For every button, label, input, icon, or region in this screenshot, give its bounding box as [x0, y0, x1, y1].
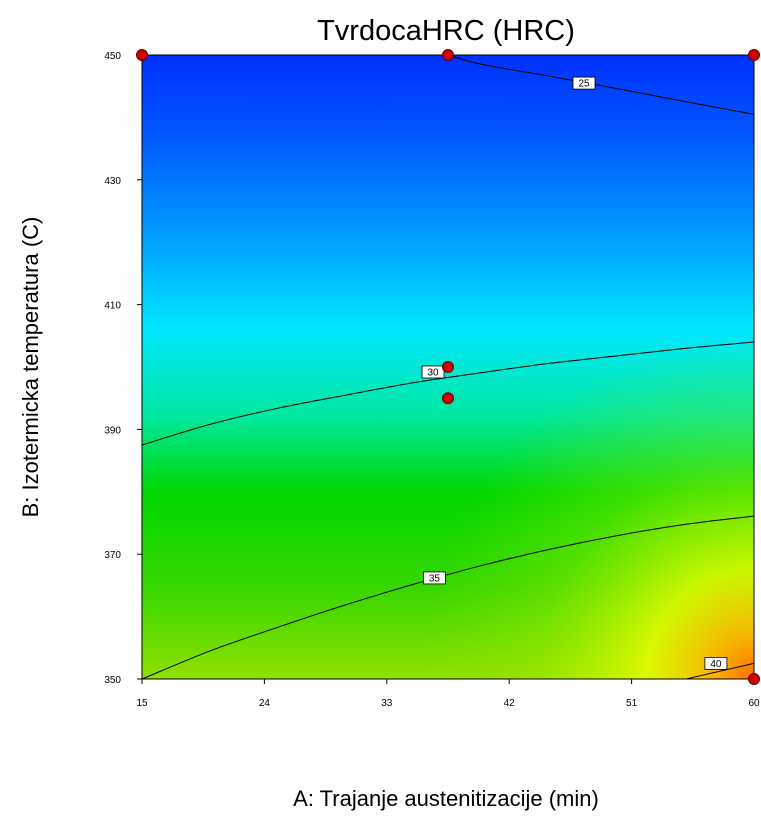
x-tick-label: 24	[259, 698, 271, 709]
design-point	[442, 361, 454, 373]
design-point	[136, 49, 148, 61]
y-tick-label: 430	[104, 176, 121, 187]
design-point	[442, 49, 454, 61]
design-point	[748, 673, 760, 685]
contour-label-35: 35	[429, 573, 441, 584]
contour-label-25: 25	[578, 79, 590, 90]
y-tick-label: 410	[104, 301, 121, 312]
contour-line-35	[142, 515, 754, 679]
x-axis-title: A: Trajanje austenitizacije (min)	[293, 786, 599, 811]
contour-line-30	[142, 341, 754, 446]
x-tick-label: 60	[748, 698, 760, 709]
x-tick-label: 15	[136, 698, 148, 709]
x-tick-label: 33	[381, 698, 393, 709]
contour-label-30: 30	[427, 367, 439, 378]
design-points	[136, 49, 760, 685]
contour-label-box-35	[422, 571, 446, 585]
contour-line-40	[685, 662, 754, 679]
y-axis-ticks: 350 370 390 410 430 450	[104, 51, 142, 686]
design-point	[442, 392, 454, 405]
x-tick-label: 42	[504, 698, 516, 709]
contour-label-box-30	[421, 365, 445, 379]
design-point	[748, 49, 760, 61]
contour-labels: 25 30 35 40	[421, 76, 728, 670]
y-tick-label: 390	[104, 425, 121, 436]
chart-title: TvrdocaHRC (HRC)	[317, 15, 575, 47]
contour-label-box-40	[704, 657, 728, 670]
y-tick-label: 370	[104, 550, 121, 561]
contour-label-40: 40	[710, 659, 722, 670]
y-tick-label: 350	[104, 675, 121, 686]
contour-label-box-25	[572, 76, 596, 90]
y-axis-title: B: Izotermicka temperatura (C)	[18, 217, 43, 518]
y-tick-label: 450	[104, 51, 121, 62]
x-axis-ticks: 15 24 33 42 51 60	[136, 679, 760, 709]
x-tick-label: 51	[626, 698, 638, 709]
